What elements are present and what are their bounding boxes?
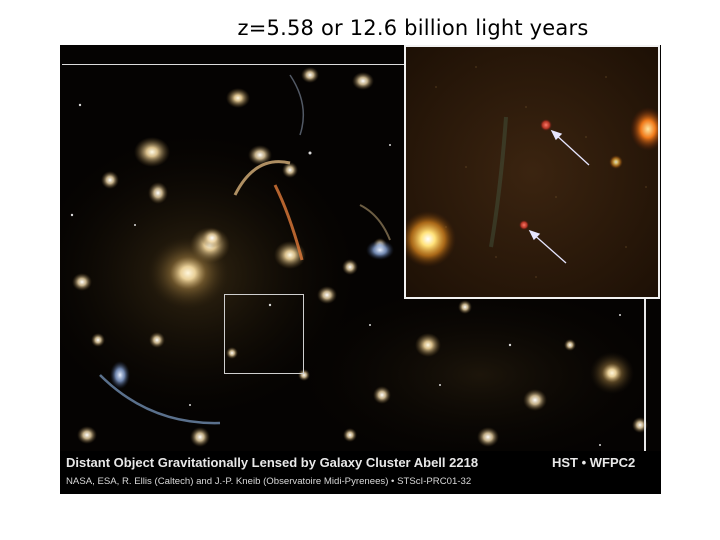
inset-frame-edge (644, 299, 646, 451)
photo-caption: Distant Object Gravitationally Lensed by… (60, 451, 661, 494)
pointer-arrows (528, 129, 590, 264)
caption-title: Distant Object Gravitationally Lensed by… (66, 455, 479, 470)
inset-bright-star (406, 211, 456, 267)
lensed-image-upper (540, 119, 552, 131)
zoom-region-box (224, 294, 304, 374)
caption-credit: NASA, ESA, R. Ellis (Caltech) and J.-P. … (66, 476, 472, 487)
lensed-image-lower (519, 220, 529, 230)
slide-title: z=5.58 or 12.6 billion light years (237, 16, 589, 40)
zoom-inset-image (406, 47, 658, 297)
inset-connector-line (62, 64, 404, 65)
slide-title-area: z=5.58 or 12.6 billion light years (0, 0, 720, 44)
galaxy-cluster-photo: Distant Object Gravitationally Lensed by… (60, 45, 661, 494)
zoom-inset (404, 45, 660, 299)
caption-instrument: HST • WFPC2 (552, 455, 636, 470)
